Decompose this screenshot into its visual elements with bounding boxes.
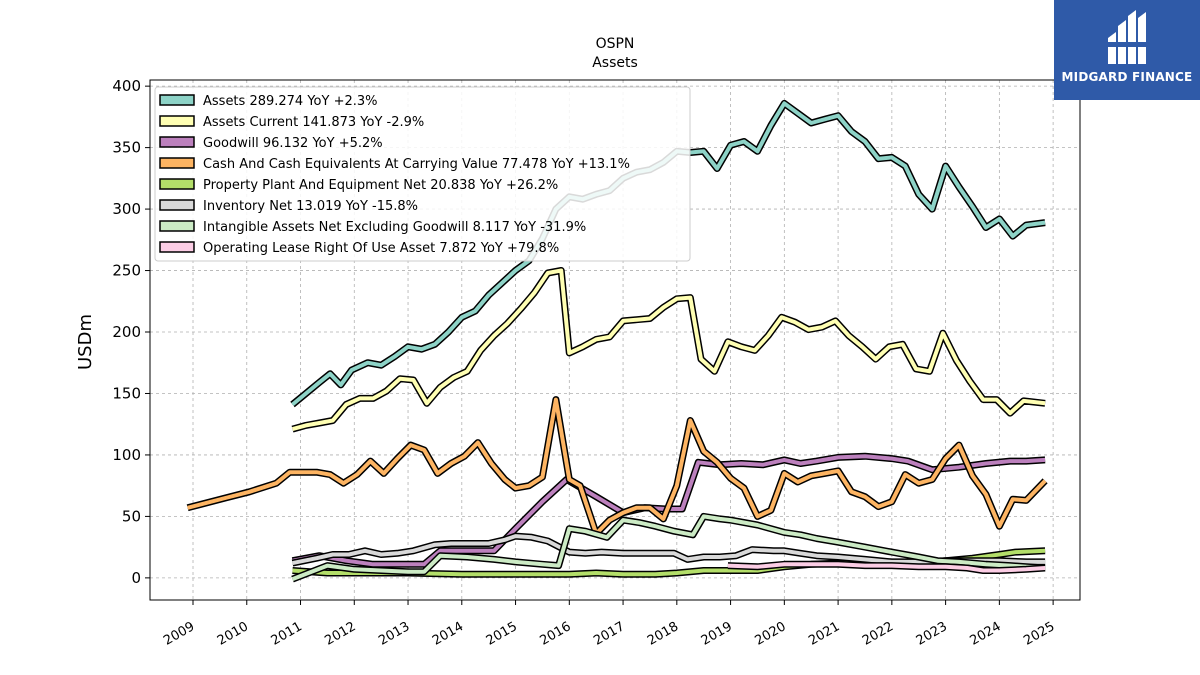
legend-swatch <box>159 241 195 253</box>
midgard-logo-icon <box>1106 10 1148 64</box>
x-tick-label: 2012 <box>322 619 358 649</box>
legend-swatch <box>159 157 195 169</box>
legend-swatch <box>159 199 195 211</box>
x-tick-label: 2023 <box>914 619 950 649</box>
x-tick-label: 2022 <box>860 619 896 649</box>
y-tick-label: 200 <box>112 323 141 341</box>
x-tick-label: 2014 <box>430 619 466 649</box>
y-tick-label: 350 <box>112 139 141 157</box>
x-tick-label: 2021 <box>806 619 842 649</box>
legend-swatch <box>159 94 195 106</box>
series-line <box>292 454 1046 567</box>
logo-text: MIDGARD FINANCE <box>1061 70 1193 84</box>
legend-label: Assets 289.274 YoY +2.3% <box>203 94 378 109</box>
x-tick-label: 2017 <box>591 619 627 649</box>
x-tick-label: 2019 <box>699 619 735 649</box>
legend-label: Goodwill 96.132 YoY +5.2% <box>203 136 383 151</box>
y-tick-label: 50 <box>122 507 141 525</box>
legend-swatch <box>159 178 195 190</box>
legend-label: Intangible Assets Net Excluding Goodwill… <box>203 220 586 235</box>
series-line <box>187 397 1047 536</box>
y-tick-label: 400 <box>112 77 141 95</box>
x-tick-label: 2010 <box>215 619 251 649</box>
chart-subtitle: Assets <box>592 55 638 71</box>
legend-swatch <box>159 136 195 148</box>
y-axis-label: USDm <box>75 314 96 370</box>
series-line <box>292 534 1046 566</box>
y-tick-label: 300 <box>112 200 141 218</box>
legend-swatch <box>159 115 195 127</box>
series-line <box>291 268 1046 432</box>
x-tick-label: 2013 <box>376 619 412 649</box>
x-tick-label: 2020 <box>753 619 789 649</box>
x-tick-label: 2016 <box>537 619 573 649</box>
y-tick-label: 100 <box>112 446 141 464</box>
x-tick-label: 2024 <box>968 619 1004 649</box>
plot-frame <box>149 79 1081 601</box>
x-tick-label: 2025 <box>1021 619 1057 649</box>
legend-box <box>154 86 691 262</box>
x-tick-label: 2018 <box>645 619 681 649</box>
x-tick-label: 2011 <box>269 619 305 649</box>
midgard-logo: MIDGARD FINANCE <box>1054 0 1200 100</box>
legend-swatch <box>159 220 195 232</box>
y-tick-label: 150 <box>112 384 141 402</box>
legend-label: Cash And Cash Equivalents At Carrying Va… <box>203 157 630 172</box>
y-tick-label: 0 <box>131 569 141 587</box>
legend-label: Operating Lease Right Of Use Asset 7.872… <box>203 241 559 256</box>
legend-label: Property Plant And Equipment Net 20.838 … <box>203 178 558 193</box>
legend-label: Inventory Net 13.019 YoY -15.8% <box>203 199 418 214</box>
chart-title: OSPN <box>596 36 635 52</box>
y-tick-label: 250 <box>112 262 141 280</box>
series-line <box>291 514 1046 581</box>
legend-label: Assets Current 141.873 YoY -2.9% <box>203 115 424 130</box>
legend: Assets 289.274 YoY +2.3% Assets Current 1… <box>154 86 691 262</box>
x-tick-label: 2009 <box>161 619 197 649</box>
series-line <box>727 562 1046 573</box>
x-tick-label: 2015 <box>484 619 520 649</box>
